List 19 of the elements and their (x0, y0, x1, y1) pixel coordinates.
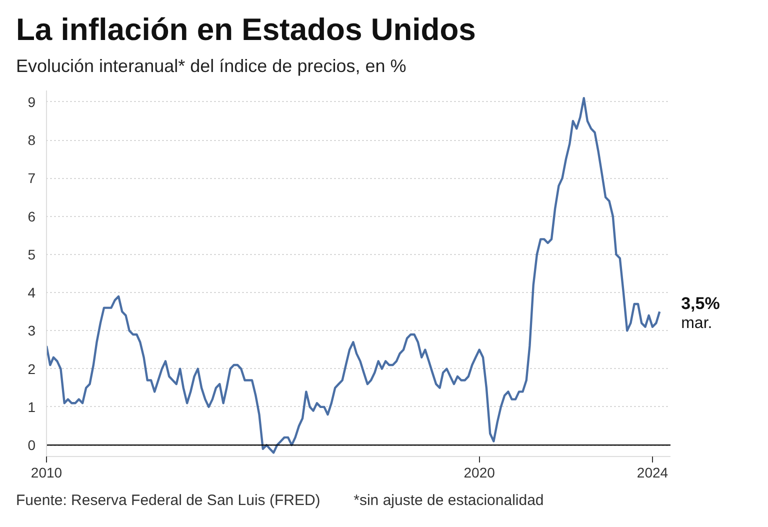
y-tick-label: 5 (28, 246, 36, 262)
y-tick-label: 8 (28, 132, 36, 148)
chart-subtitle: Evolución interanual* del índice de precios, en % (16, 55, 406, 78)
x-tick-label: 2020 (464, 464, 496, 480)
text: Fuente: Reserva Federal de San Luis (FRED) *sin ajuste de estacionalidad (16, 492, 544, 509)
line-series (46, 97, 661, 454)
y-tick-label: 4 (28, 284, 36, 301)
y-tick-label: 7 (28, 170, 36, 186)
y-tick-label: 9 (28, 94, 36, 110)
x-tick-label: 2024 (636, 464, 668, 480)
y-tick-label: 6 (28, 208, 36, 224)
y-tick-label: 2 (28, 360, 36, 377)
x-tick-label: 2010 (30, 464, 62, 480)
y-tick-label: 3 (28, 322, 36, 339)
annotation: 3,5% (681, 294, 720, 314)
annotation: mar. (681, 315, 712, 332)
y-tick-label: 0 (28, 437, 36, 454)
chart-title: La inflación en Estados Unidos (16, 11, 476, 49)
y-tick-label: 1 (28, 398, 36, 415)
